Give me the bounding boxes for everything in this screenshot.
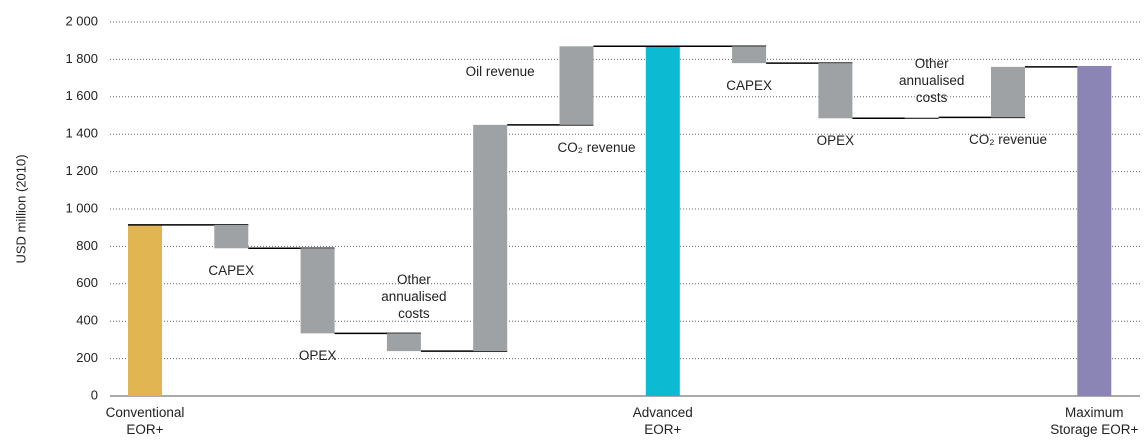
x-tick-label: Conventional EOR+ — [105, 405, 185, 437]
step-label: Other annualised costs — [381, 272, 447, 322]
y-tick-label: 200 — [76, 350, 98, 365]
step-label: CO₂ revenue — [968, 132, 1048, 148]
y-tick-label: 400 — [76, 313, 98, 328]
bar — [300, 248, 335, 334]
step-label: CAPEX — [208, 263, 255, 279]
y-tick-label: 1 800 — [65, 51, 98, 66]
bar — [559, 46, 594, 125]
bar — [904, 117, 939, 119]
x-tick-label: Advanced EOR+ — [632, 405, 693, 437]
y-tick-label: 1 600 — [65, 88, 98, 103]
y-tick-label: 800 — [76, 238, 98, 253]
bar — [991, 66, 1025, 118]
step-label: Oil revenue — [465, 63, 535, 79]
bar — [473, 124, 508, 352]
bar — [818, 63, 853, 119]
y-tick-label: 2 000 — [65, 13, 98, 28]
step-label: CO₂ revenue — [557, 139, 636, 155]
bar — [128, 224, 162, 396]
step-label: Other annualised costs — [899, 56, 965, 106]
y-axis-label: USD million (2010) — [13, 154, 28, 263]
step-label: CAPEX — [726, 78, 772, 94]
y-tick-label: 0 — [91, 387, 98, 402]
bar — [386, 333, 421, 352]
y-tick-label: 1 400 — [65, 126, 98, 141]
y-tick-label: 1 000 — [65, 200, 98, 215]
bar — [645, 46, 680, 397]
step-label: OPEX — [816, 133, 855, 149]
bar — [732, 46, 767, 64]
bar — [1077, 65, 1112, 396]
x-tick-label: Maximum Storage EOR+ — [1050, 405, 1139, 437]
bar — [214, 224, 249, 249]
y-tick-label: 1 200 — [65, 163, 98, 178]
step-label: OPEX — [298, 348, 337, 364]
y-tick-label: 600 — [76, 275, 98, 290]
